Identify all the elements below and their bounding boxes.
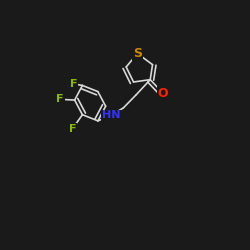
Text: F: F	[70, 79, 77, 89]
Text: S: S	[133, 47, 142, 60]
Text: O: O	[158, 87, 168, 100]
Text: F: F	[68, 124, 76, 134]
Text: F: F	[56, 94, 64, 104]
Text: HN: HN	[102, 110, 120, 120]
